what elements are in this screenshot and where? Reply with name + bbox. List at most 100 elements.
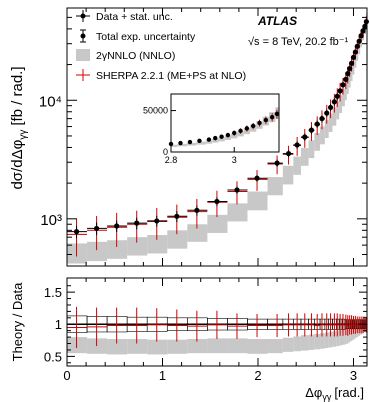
inset-nnlo-bin-20 — [177, 143, 187, 147]
legend: Data + stat. unc. Total exp. uncertainty… — [76, 10, 246, 82]
data-point-26 — [348, 60, 355, 66]
atlas-label: ATLAS — [257, 14, 297, 28]
data-point-12 — [294, 142, 300, 148]
inset-ytick-label-0: 0 — [163, 147, 168, 157]
ylabel-main-unit: [fb / rad.] — [9, 66, 26, 125]
ratio-nnlo-bin-19 — [332, 331, 337, 347]
ratio-nnlo-bin-20 — [336, 330, 340, 347]
ratio-nnlo-bin-10 — [267, 339, 283, 354]
ratio-nnlo-bin-15 — [314, 333, 321, 350]
data-point-22 — [340, 82, 346, 88]
nnlo-band-bin-22 — [342, 88, 345, 107]
data-point-9 — [254, 175, 260, 181]
inset-data-point-24 — [213, 135, 218, 141]
ratio-nnlo-bin-11 — [282, 337, 294, 352]
legend-entry-nnlo: 2γNNLO (NNLO) — [76, 49, 175, 62]
ratio-sherpa-group — [67, 306, 367, 349]
xlabel-unit: [rad.] — [334, 385, 364, 400]
ratio-ytick-label-2: 1.5 — [44, 285, 62, 300]
inset-data-point-32 — [263, 117, 269, 123]
ratio-nnlo-bin-16 — [320, 333, 325, 349]
data-point-1 — [94, 225, 100, 232]
inset-ytick-label-1: 50000 — [143, 106, 168, 116]
legend-nnlo-label: 2γNNLO (NNLO) — [96, 50, 175, 62]
energy-lumi-label: √s = 8 TeV, 20.2 fb⁻¹ — [248, 36, 349, 48]
data-point-8 — [234, 187, 240, 193]
data-point-13 — [302, 134, 308, 140]
data-point-4 — [154, 218, 160, 224]
ratio-nnlo-bin-6 — [187, 339, 208, 354]
nnlo-band-group — [67, 13, 367, 264]
nnlo-band-bin-26 — [350, 64, 353, 82]
nnlo-band-bin-14 — [308, 140, 315, 159]
legend-data-label: Data + stat. unc. — [96, 11, 173, 23]
inset-data-point-25 — [219, 134, 224, 139]
nnlo-band-bin-5 — [167, 230, 188, 249]
nnlo-band-bin-13 — [300, 148, 309, 166]
nnlo-band-bin-4 — [147, 235, 168, 254]
inset-data-point-29 — [244, 126, 250, 131]
data-point-24 — [345, 70, 351, 77]
ratio-nnlo-bin-22 — [342, 329, 345, 345]
nnlo-band-bin-12 — [293, 156, 301, 175]
inset-axes: 2.8 3 0 50000 — [143, 106, 237, 165]
xlabel-sub: γγ — [322, 392, 332, 402]
ratio-nnlo-bin-17 — [324, 332, 329, 349]
inset-data-group — [168, 111, 280, 147]
legend-nnlo-swatch — [76, 49, 90, 61]
main-axes: 10³ 10⁴ — [39, 7, 367, 267]
ratio-xtick-label-2: 2 — [254, 368, 261, 383]
data-point-2 — [114, 223, 120, 229]
nnlo-band-bin-2 — [107, 240, 128, 259]
data-point-20 — [334, 93, 340, 99]
data-point-6 — [194, 207, 200, 213]
inset-nnlo-bin-21 — [186, 142, 197, 146]
main-frame — [66, 7, 368, 267]
ratio-nnlo-bin-21 — [339, 330, 343, 346]
data-point-3 — [134, 220, 140, 226]
svg-text:dσ/dΔφγγ[fb / rad.]: dσ/dΔφγγ [fb / rad.] — [9, 66, 29, 189]
main-ytick-label-1: 10⁴ — [39, 93, 62, 110]
data-point-16 — [319, 116, 325, 122]
ratio-panel: 0 1 2 3 0.5 1 1.5 Theory / Data Δφγγ [rad.] — [10, 277, 368, 402]
data-point-27 — [350, 54, 357, 60]
legend-entry-sherpa: SHERPA 2.2.1 (ME+PS at NLO) — [76, 69, 246, 82]
nnlo-band-bin-28 — [354, 52, 357, 68]
nnlo-band-bin-17 — [324, 120, 329, 139]
nnlo-band-bin-6 — [187, 224, 208, 242]
ratio-nnlo-bin-8 — [227, 338, 248, 354]
inset-nnlo-bin-26 — [224, 135, 232, 140]
ratio-nnlo-bin-18 — [328, 331, 333, 348]
ratio-nnlo-bin-4 — [147, 339, 168, 355]
inset-nnlo-bin-22 — [196, 141, 206, 145]
ratio-nnlo-bin-23 — [344, 328, 347, 345]
nnlo-band-bin-10 — [267, 177, 283, 196]
inset-data-point-27 — [232, 130, 237, 136]
data-point-28 — [352, 49, 358, 55]
data-point-25 — [347, 65, 353, 72]
ylabel-main-sub: γγ — [18, 130, 29, 140]
inset-data-point-23 — [206, 137, 212, 142]
xlabel: Δφγγ [rad.] — [305, 385, 364, 402]
inset-data-point-26 — [225, 132, 231, 138]
ratio-nnlo-bin-12 — [293, 336, 301, 352]
nnlo-band-bin-1 — [87, 241, 108, 262]
data-point-19 — [331, 99, 337, 105]
data-point-29 — [354, 43, 360, 49]
nnlo-band-bin-27 — [352, 58, 355, 75]
nnlo-band-bin-24 — [346, 76, 349, 94]
ratio-xtick-label-3: 3 — [350, 368, 357, 383]
ratio-nnlo-bin-2 — [107, 339, 128, 355]
inset-data-point-22 — [197, 138, 202, 144]
nnlo-band-bin-15 — [314, 132, 321, 151]
inset-data-point-21 — [187, 139, 193, 145]
inset-nnlo-bin-23 — [205, 140, 213, 144]
ratio-nnlo-bin-13 — [300, 335, 309, 351]
data-point-5 — [174, 213, 180, 219]
legend-entry-total-unc: Total exp. uncertainty — [80, 29, 196, 43]
nnlo-band-bin-19 — [332, 107, 337, 126]
main-ytick-label-0: 10³ — [40, 212, 62, 229]
inset-nnlo-bin-27 — [231, 133, 238, 139]
ratio-xtick-label-1: 1 — [159, 368, 166, 383]
inset-nnlo-bin-19 — [171, 144, 178, 147]
